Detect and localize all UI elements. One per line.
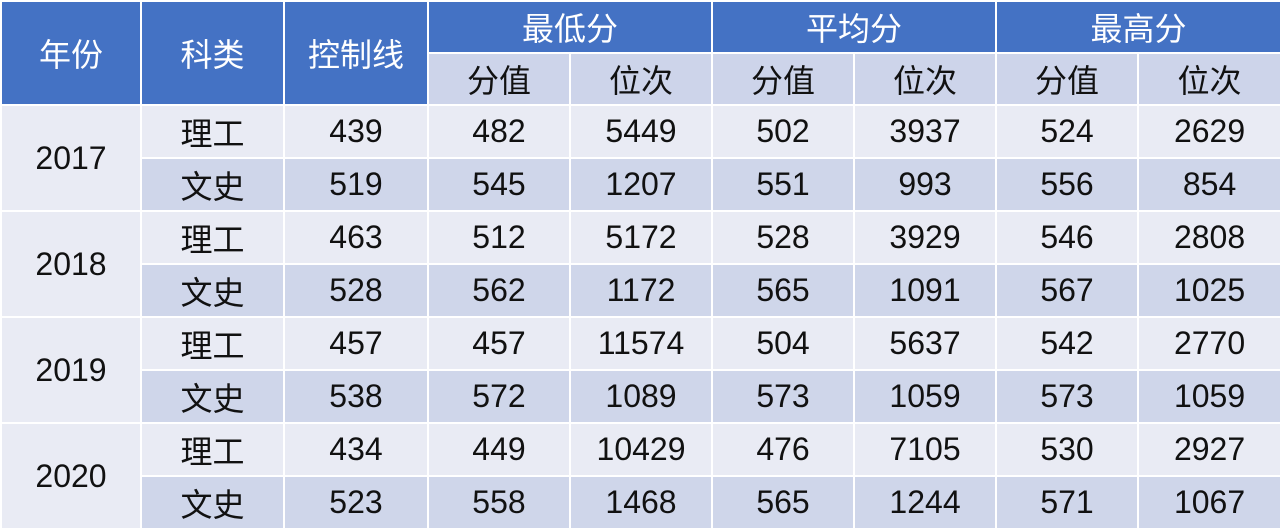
cell-min-score: 545 [427,157,571,212]
cell-year: 2019 [0,316,142,424]
cell-year: 2020 [0,422,142,530]
cell-avg-score: 565 [711,475,856,530]
header-min: 最低分 [426,0,714,54]
cell-control: 463 [283,210,429,265]
table-row: 2017 理工 439 482 5449 502 3937 524 2629 [0,104,1280,212]
cell-control: 523 [283,475,429,530]
header-category: 科类 [140,0,285,106]
table-row: 文史 528 562 1172 565 1091 567 1025 [1,263,1280,318]
cell-max-rank: 2629 [1137,104,1280,159]
cell-min-rank: 5449 [568,104,714,159]
cell-avg-rank: 1091 [853,263,998,318]
cell-max-score: 573 [995,369,1140,424]
header-year: 年份 [0,0,142,106]
cell-min-rank: 11574 [568,316,714,371]
header-avg-score: 分值 [711,52,856,106]
cell-avg-rank: 1059 [853,369,998,424]
cell-min-rank: 1172 [568,263,714,318]
cell-min-score: 512 [427,210,571,265]
cell-max-rank: 854 [1137,157,1280,212]
cell-max-rank: 2927 [1137,422,1280,477]
cell-max-rank: 2808 [1137,210,1280,265]
cell-max-score: 546 [995,210,1140,265]
cell-avg-score: 565 [711,263,856,318]
cell-category: 文史 [140,369,285,424]
cell-category: 理工 [140,422,285,477]
cell-avg-rank: 7105 [853,422,998,477]
cell-max-rank: 1067 [1137,475,1280,530]
table-row: 2019 理工 457 457 11574 504 5637 542 2770 [0,316,1280,424]
table-row: 2020 理工 434 449 10429 476 7105 530 2927 [0,422,1280,530]
table-row: 2018 理工 463 512 5172 528 3929 546 2808 [0,210,1280,318]
cell-category: 文史 [140,157,285,212]
cell-avg-score: 573 [711,369,856,424]
cell-category: 理工 [140,210,285,265]
cell-min-score: 572 [427,369,571,424]
header-avg: 平均分 [711,0,998,54]
cell-control: 528 [283,263,429,318]
cell-max-score: 524 [995,104,1140,159]
cell-category: 理工 [140,316,285,371]
cell-control: 439 [283,104,429,159]
cell-avg-score: 551 [711,157,856,212]
cell-avg-rank: 1244 [853,475,998,530]
cell-max-rank: 1025 [1137,263,1280,318]
cell-category: 理工 [140,104,285,159]
cell-min-score: 457 [427,316,571,371]
cell-category: 文史 [140,475,285,530]
header-max: 最高分 [995,0,1280,54]
table-row: 文史 538 572 1089 573 1059 573 1059 [1,369,1280,424]
cell-min-score: 558 [427,475,571,530]
header-max-score: 分值 [995,52,1140,106]
cell-max-rank: 1059 [1137,369,1280,424]
header-min-score: 分值 [427,52,571,106]
cell-min-score: 562 [427,263,571,318]
cell-max-score: 542 [995,316,1140,371]
cell-max-rank: 2770 [1137,316,1280,371]
cell-avg-rank: 3929 [853,210,998,265]
cell-avg-score: 528 [711,210,856,265]
cell-control: 457 [283,316,429,371]
cell-control: 434 [283,422,429,477]
header-control-line: 控制线 [283,0,429,106]
table-row: 文史 523 558 1468 565 1244 571 1067 [1,475,1280,530]
header-max-rank: 位次 [1137,52,1280,106]
cell-max-score: 567 [995,263,1140,318]
cell-min-rank: 1207 [568,157,714,212]
cell-avg-rank: 3937 [853,104,998,159]
cell-category: 文史 [140,263,285,318]
cell-avg-rank: 993 [853,157,998,212]
header-min-rank: 位次 [568,52,714,106]
cell-control: 538 [283,369,429,424]
table-row: 文史 519 545 1207 551 993 556 854 [1,157,1280,212]
cell-min-rank: 5172 [568,210,714,265]
cell-control: 519 [283,157,429,212]
cell-min-rank: 10429 [568,422,714,477]
cell-max-score: 556 [995,157,1140,212]
cell-year: 2018 [0,210,142,318]
cell-avg-score: 502 [711,104,856,159]
cell-year: 2017 [0,104,142,212]
cell-max-score: 530 [995,422,1140,477]
cell-min-score: 482 [427,104,571,159]
cell-min-score: 449 [427,422,571,477]
cell-min-rank: 1468 [568,475,714,530]
cell-max-score: 571 [995,475,1140,530]
header-avg-rank: 位次 [853,52,998,106]
cell-avg-rank: 5637 [853,316,998,371]
cell-avg-score: 476 [711,422,856,477]
cell-avg-score: 504 [711,316,856,371]
cell-min-rank: 1089 [568,369,714,424]
